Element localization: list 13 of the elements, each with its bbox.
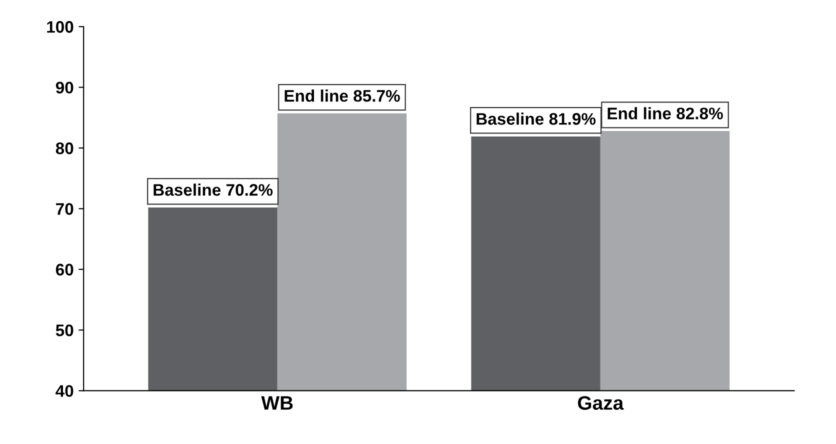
y-tick-label: 80 xyxy=(56,142,74,154)
y-tick-label: 60 xyxy=(56,264,74,276)
y-tick-label: 40 xyxy=(56,385,74,397)
y-tick-label: 90 xyxy=(56,82,74,94)
x-tick-label: Gaza xyxy=(578,396,624,410)
y-tick-label: 100 xyxy=(47,21,74,33)
data-label: End line 82.8% xyxy=(608,107,723,120)
y-tick-label: 70 xyxy=(56,203,74,215)
y-tick-label: 50 xyxy=(56,324,74,336)
x-tick-label: WB xyxy=(261,396,293,410)
data-label: Baseline 81.9% xyxy=(476,112,596,125)
data-label: Baseline 70.2% xyxy=(154,184,273,196)
data-label: End line 85.7% xyxy=(284,90,400,102)
